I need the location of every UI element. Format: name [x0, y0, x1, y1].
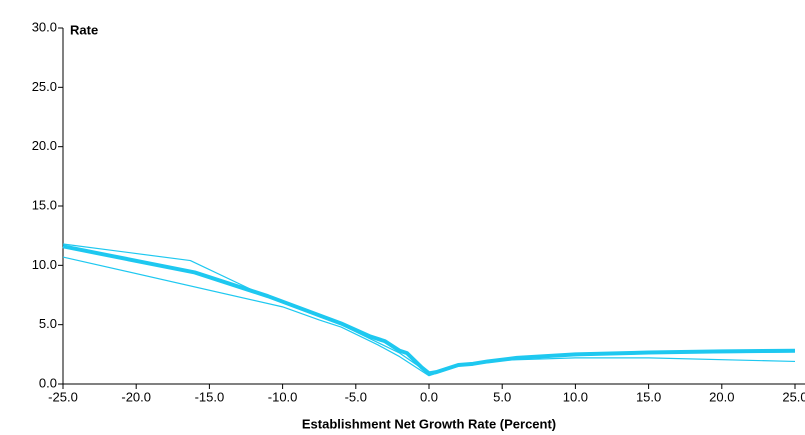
- x-tick-label: 15.0: [636, 389, 661, 404]
- x-tick-label: -25.0: [48, 389, 78, 404]
- x-tick-label: -20.0: [121, 389, 151, 404]
- line-series: [62, 244, 796, 376]
- y-tick-label: 15.0: [32, 197, 57, 212]
- x-tick-label: 25.0: [782, 389, 805, 404]
- y-axis-label: Rate: [70, 22, 98, 37]
- y-tick-label: 10.0: [32, 257, 57, 272]
- y-tick-label: 0.0: [39, 375, 57, 390]
- x-tick-label: -10.0: [268, 389, 298, 404]
- y-tick-label: 25.0: [32, 79, 57, 94]
- x-tick-label: 5.0: [493, 389, 511, 404]
- line-series: [62, 256, 796, 377]
- line-series: [62, 243, 796, 374]
- x-tick-label: 20.0: [709, 389, 734, 404]
- x-axis-label: Establishment Net Growth Rate (Percent): [302, 416, 556, 431]
- x-tick-label: -5.0: [345, 389, 367, 404]
- y-tick-label: 30.0: [32, 19, 57, 34]
- y-tick-label: 5.0: [39, 316, 57, 331]
- x-tick-label: 0.0: [420, 389, 438, 404]
- x-tick-label: -15.0: [195, 389, 225, 404]
- y-tick-label: 20.0: [32, 138, 57, 153]
- x-tick-label: 10.0: [563, 389, 588, 404]
